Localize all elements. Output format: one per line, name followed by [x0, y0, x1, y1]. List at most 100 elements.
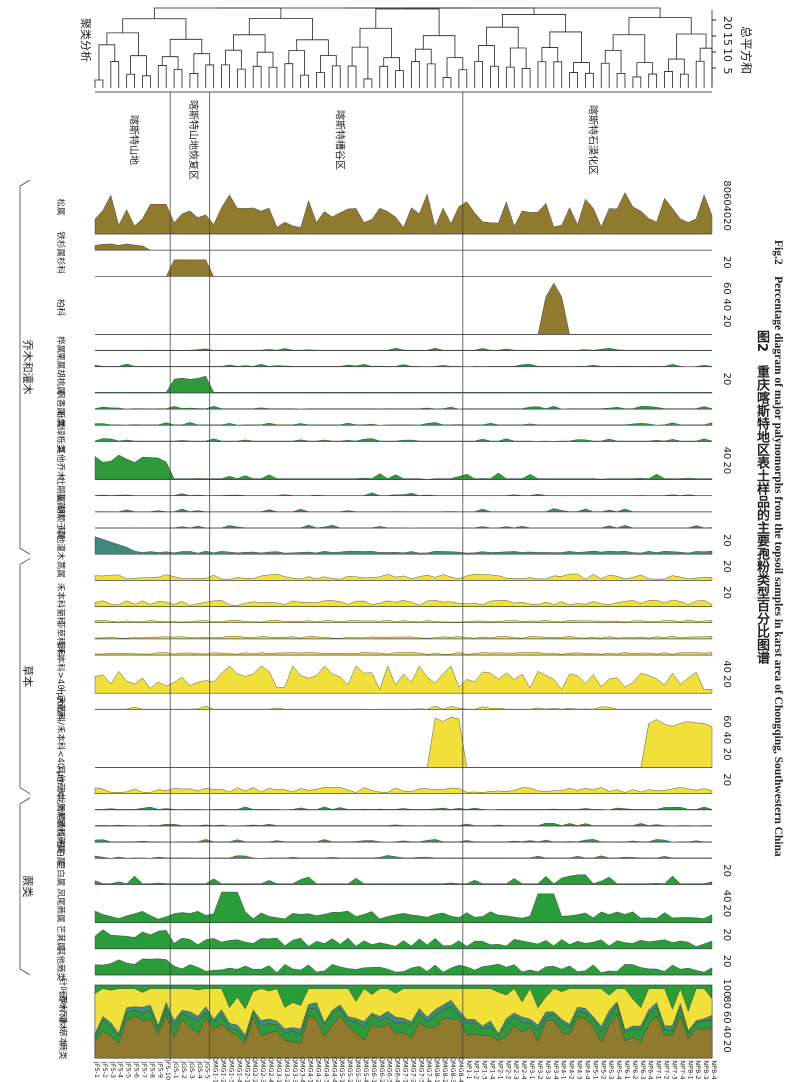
taxon-tick-label: 80: [721, 180, 732, 193]
dendrogram-link: [173, 68, 183, 88]
dendrogram-link: [189, 73, 199, 88]
sample-label: NP1-1: [465, 1060, 473, 1079]
sample-label: QMG5-1: [338, 1057, 346, 1082]
sample-label: NP8-1: [686, 1060, 694, 1079]
sample-label: NP7-2: [663, 1060, 671, 1079]
taxon-tick-label: 60: [721, 282, 732, 295]
taxon-label: 枫香属: [55, 390, 66, 416]
sample-label: NP8-4: [710, 1060, 718, 1079]
taxon-label: 莎草科: [55, 620, 66, 646]
taxon-label: 其他蕨类: [55, 947, 66, 982]
taxon-tick-label: 20: [721, 373, 732, 386]
dendrogram-link: [632, 76, 642, 88]
dendrogram-link: [474, 61, 484, 88]
taxon-curve: [94, 422, 713, 426]
sample-label: NP6-4: [647, 1060, 655, 1079]
dendrogram-link: [573, 62, 590, 74]
sample-label: QMG3-4: [299, 1057, 307, 1082]
dendrogram-link: [442, 77, 452, 88]
taxon-label: 松属: [55, 198, 66, 215]
taxon-label: 桦属: [55, 336, 66, 353]
dendrogram-link: [521, 68, 531, 88]
sample-label: QMG7-3: [417, 1057, 425, 1082]
sample-label: JFS-8: [148, 1061, 156, 1078]
sample-label: JFS-1: [93, 1061, 101, 1078]
dendrogram-link: [676, 33, 707, 60]
taxon-curve: [94, 929, 713, 950]
sample-label: NP1-4: [489, 1060, 497, 1079]
taxon-tick-label: 40: [721, 731, 732, 744]
sample-label: QMG2-1: [243, 1057, 251, 1082]
sample-label: NP8-2: [694, 1060, 702, 1079]
taxon-tick-label: 20: [721, 586, 732, 599]
taxon-label: 禾本科: [55, 583, 66, 609]
taxon-label: 芒萁属: [55, 925, 66, 951]
dendrogram-link: [505, 66, 515, 88]
taxon-tick-label: 20: [721, 218, 732, 231]
dendrogram-link: [664, 71, 673, 88]
sample-label: QMG8-2: [441, 1057, 449, 1082]
dendrogram-link: [106, 32, 139, 56]
taxon-curve: [94, 405, 713, 410]
dendrogram-link: [509, 47, 527, 69]
sample-label: JFS-10: [164, 1059, 172, 1080]
dendrogram-link: [486, 26, 519, 49]
taxon-label: 其他乔木: [55, 446, 66, 481]
dendrogram-link: [668, 58, 685, 75]
taxon-label: 卷柏属: [55, 840, 66, 866]
taxon-tick-label: 60: [721, 193, 732, 206]
zone-labels: 喀斯特山地 喀斯特山地恢复区 喀斯特槽谷区 喀斯特石漠化区: [95, 91, 712, 180]
dendrogram-link: [94, 79, 104, 88]
summary-area: [94, 1013, 713, 1059]
dendrogram-link: [604, 49, 622, 74]
dendrogram-link: [288, 50, 306, 76]
taxon-label: 水龙骨科: [55, 787, 66, 822]
sample-label: QMG6-4: [394, 1057, 402, 1082]
dendrogram-link: [98, 44, 116, 80]
taxon-curve: [94, 891, 713, 923]
sample-label: QMG8-3: [449, 1057, 457, 1082]
taxon-label: 里白属: [55, 861, 66, 887]
sample-label: NP2-4: [520, 1060, 528, 1079]
dendrogram-link: [320, 55, 337, 73]
dendrogram-link: [233, 34, 266, 53]
sample-label: NP1-3: [481, 1060, 489, 1079]
dendrogram-link: [422, 35, 456, 58]
taxon-tick-label: 20: [721, 461, 732, 474]
dendrogram-link: [344, 7, 661, 18]
dendrogram-link: [225, 49, 242, 70]
dendrogram-link: [351, 46, 369, 79]
dendrogram-link: [549, 31, 582, 63]
sample-label: QMG3-1: [275, 1057, 283, 1082]
taxon-label: 栗属: [55, 352, 65, 369]
sample-label: JFS-2: [101, 1061, 109, 1078]
dendrogram-link: [205, 64, 215, 88]
taxon-tick-label: 20: [721, 748, 732, 761]
cluster-tick-label: 15: [721, 32, 734, 46]
taxon-tick-label: 20: [721, 929, 732, 942]
sample-label: QMG1-2: [220, 1057, 228, 1082]
zone-label: 喀斯特石漠化区: [586, 105, 599, 175]
summary-tick-label: 80: [721, 996, 732, 1009]
sample-label: NP5-2: [599, 1060, 607, 1079]
sample-label: JGS-1: [172, 1060, 180, 1079]
taxon-curve: [94, 524, 713, 529]
taxon-tick-label: 20: [721, 955, 732, 968]
dendrogram-link: [458, 69, 468, 88]
sample-label: QMG1-1: [212, 1057, 220, 1082]
sample-label: NP7-3: [670, 1060, 678, 1079]
taxon-curve: [95, 259, 712, 277]
group-label: 草本: [21, 665, 35, 687]
cluster-tick-label: 5: [721, 68, 734, 75]
dendrogram-link: [236, 68, 246, 88]
taxon-tick-label: 20: [721, 560, 732, 573]
sample-label: NP4-2: [568, 1060, 576, 1079]
dendrogram-link: [268, 66, 278, 88]
taxon-label: 凤尾蕨属: [55, 889, 66, 923]
taxon-label: 凤尾蕨科: [55, 803, 66, 838]
group-bracket: [19, 558, 31, 795]
dendrogram-link: [359, 27, 393, 58]
figure-caption-en: Fig.2 Percentage diagram of major palyno…: [772, 240, 784, 857]
sample-label: QMG2-4: [267, 1057, 275, 1082]
